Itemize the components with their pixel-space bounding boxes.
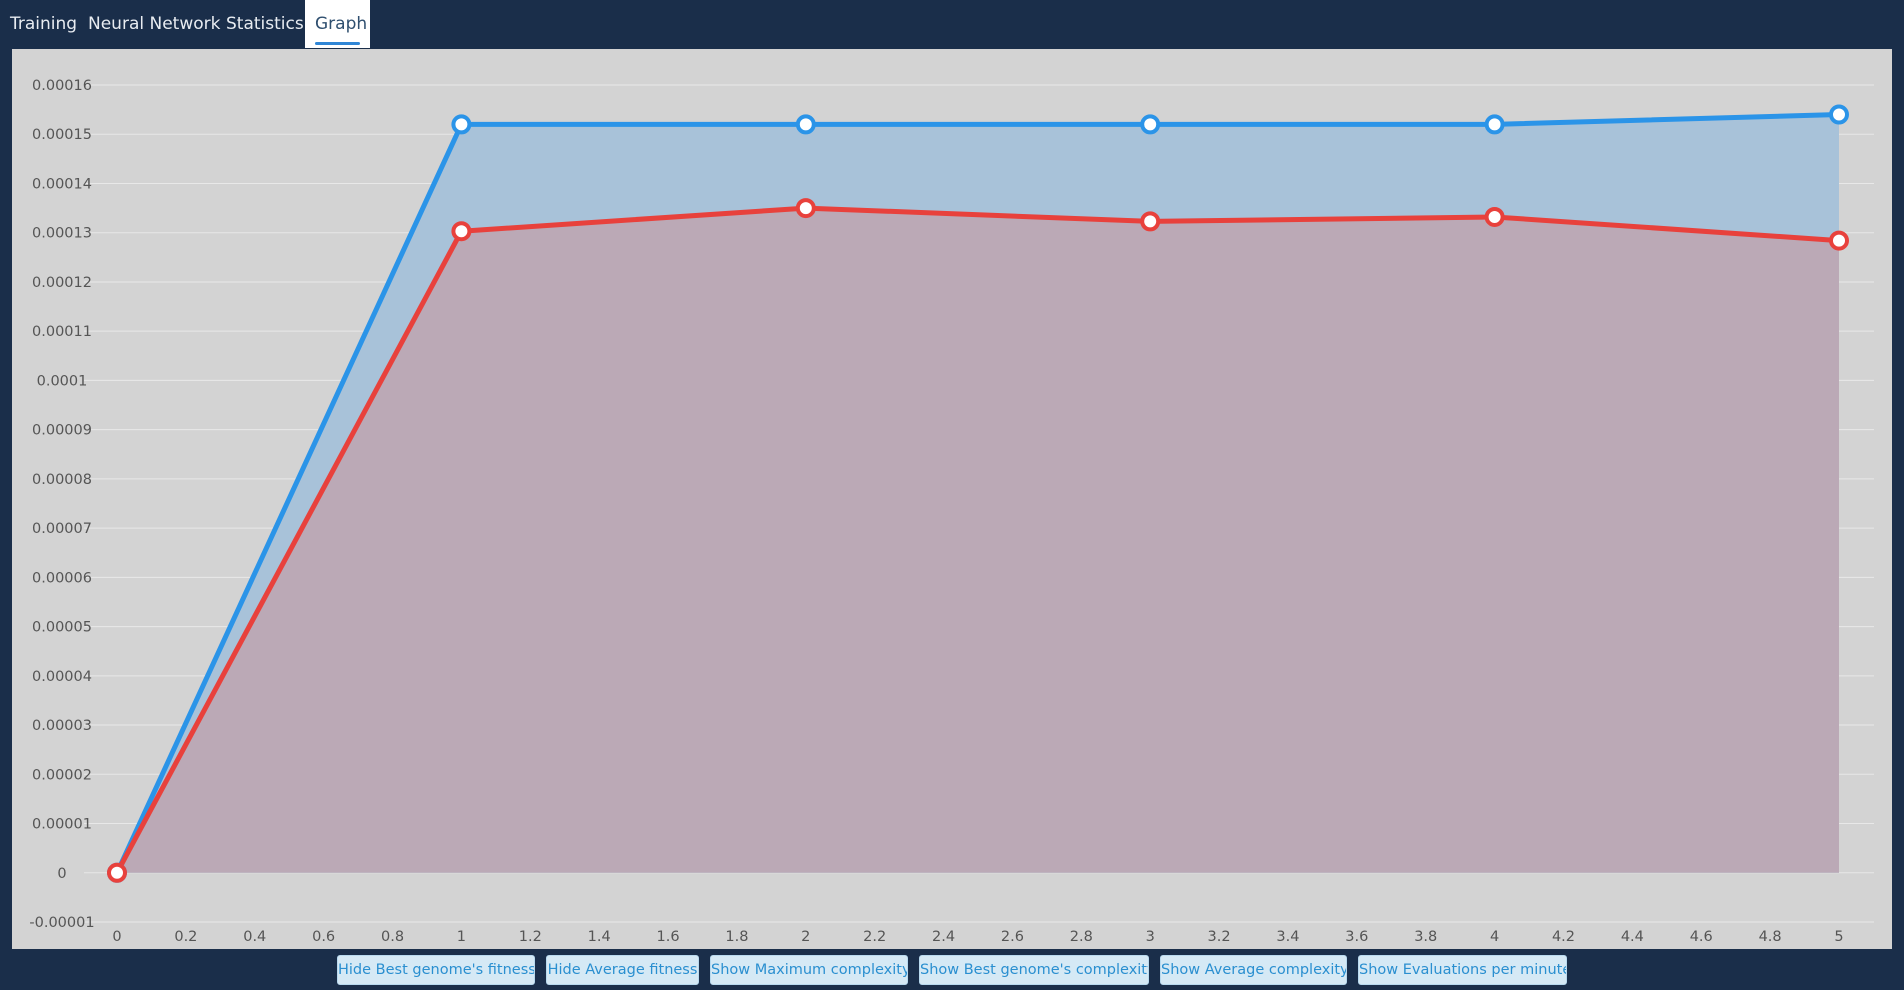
x-tick-label: 1.6 [657,929,680,945]
tab-graph-label: Graph [315,14,368,34]
series-points [107,104,1849,883]
x-tick-label: 3.8 [1414,929,1437,945]
y-tick-label: 0.00015 [32,127,92,143]
y-tick-label: 0.00003 [32,718,92,734]
x-tick-label: 0.8 [381,929,404,945]
x-tick-label: 0.4 [243,929,266,945]
y-tick-label: 0.00007 [32,521,92,537]
y-tick-label: 0.00008 [32,472,92,488]
x-axis-ticks: 0 0.2 0.4 0.6 0.8 1 1.2 1.4 1.6 1.8 2 2.2 2.4 2.6 2.8 3… [112,929,1843,945]
active-tab-indicator [315,42,360,45]
y-tick-label: 0.00016 [32,78,92,94]
x-tick-label: 0 [112,929,121,945]
y-tick-label: 0.0001 [37,373,88,389]
x-tick-label: 4.8 [1759,929,1782,945]
y-axis-ticks: 0.00016 0.00015 0.00014 0.00013 0.00012 0.000… [29,78,94,931]
tab-neural-network-label: Neural Network [88,14,221,34]
y-tick-label: 0.00012 [32,275,92,291]
hide-best-fitness-button[interactable]: Hide Best genome's fitness [337,955,535,985]
series-2-point [451,221,472,242]
x-tick-label: 2.6 [1001,929,1024,945]
x-tick-label: 3.4 [1276,929,1299,945]
y-tick-label: 0.00001 [32,817,92,833]
x-tick-label: 1.4 [588,929,611,945]
y-tick-label: 0.00002 [32,767,92,783]
x-tick-label: 1 [457,929,466,945]
x-tick-label: 5 [1834,929,1843,945]
hide-average-fitness-button[interactable]: Hide Average fitness [546,955,699,985]
x-tick-label: 4 [1490,929,1499,945]
series-1-line [114,112,1840,874]
series-1-point [795,114,816,135]
y-tick-label: 0.00014 [32,176,92,192]
x-tick-label: 0.6 [312,929,335,945]
series-2-point [1140,211,1161,232]
y-tick-label: 0.00005 [32,620,92,636]
tab-statistics[interactable]: Statistics [216,0,314,48]
series-2-point [107,862,127,883]
tab-training[interactable]: Training [0,0,87,48]
y-tick-label: 0.00013 [32,226,92,242]
tab-statistics-label: Statistics [226,14,304,34]
x-tick-label: 2 [801,929,810,945]
series-toggle-bar: Hide Best genome's fitness Hide Average … [0,952,1904,986]
series-areas [117,114,1839,873]
x-tick-label: 4.6 [1690,929,1713,945]
series-2-area [117,208,1839,873]
tab-graph[interactable]: Graph [305,0,370,48]
series-1-point [451,114,472,135]
tab-neural-network[interactable]: Neural Network [78,0,230,48]
x-tick-label: 1.8 [725,929,748,945]
x-tick-label: 2.2 [863,929,886,945]
series-1-point [1829,104,1849,125]
series-lines [114,112,1840,874]
series-2-point [795,198,816,219]
x-tick-label: 3 [1146,929,1155,945]
series-1-point [1140,114,1161,135]
y-tick-label: 0.00004 [32,669,92,685]
x-tick-label: 0.2 [174,929,197,945]
chart-panel: 0.00016 0.00015 0.00014 0.00013 0.00012 0.000… [12,49,1892,949]
series-2-point [1484,206,1505,227]
y-tick-label: 0 [57,866,66,882]
fitness-chart: 0.000160.000150.000140.000130.000120.000… [29,78,1874,945]
y-tick-label: 0.00006 [32,570,92,586]
x-tick-label: 4.4 [1621,929,1644,945]
show-best-complexity-button[interactable]: Show Best genome's complexity [919,955,1149,985]
x-tick-label: 2.8 [1070,929,1093,945]
top-navigation: Training Neural Network Statistics Graph [0,0,1904,48]
x-tick-label: 1.2 [519,929,542,945]
series-2-line [114,205,1840,874]
x-tick-label: 3.6 [1345,929,1368,945]
show-average-complexity-button[interactable]: Show Average complexity [1160,955,1347,985]
y-tick-label: -0.00001 [29,915,94,931]
series-2-point [1829,230,1849,251]
x-tick-label: 3.2 [1208,929,1231,945]
x-tick-label: 4.2 [1552,929,1575,945]
y-tick-label: 0.00011 [32,324,92,340]
show-evaluations-per-minute-button[interactable]: Show Evaluations per minute [1358,955,1567,985]
show-maximum-complexity-button[interactable]: Show Maximum complexity [710,955,908,985]
x-tick-label: 2.4 [932,929,955,945]
series-1-point [1484,114,1505,135]
tab-training-label: Training [10,14,78,34]
y-tick-label: 0.00009 [32,423,92,439]
